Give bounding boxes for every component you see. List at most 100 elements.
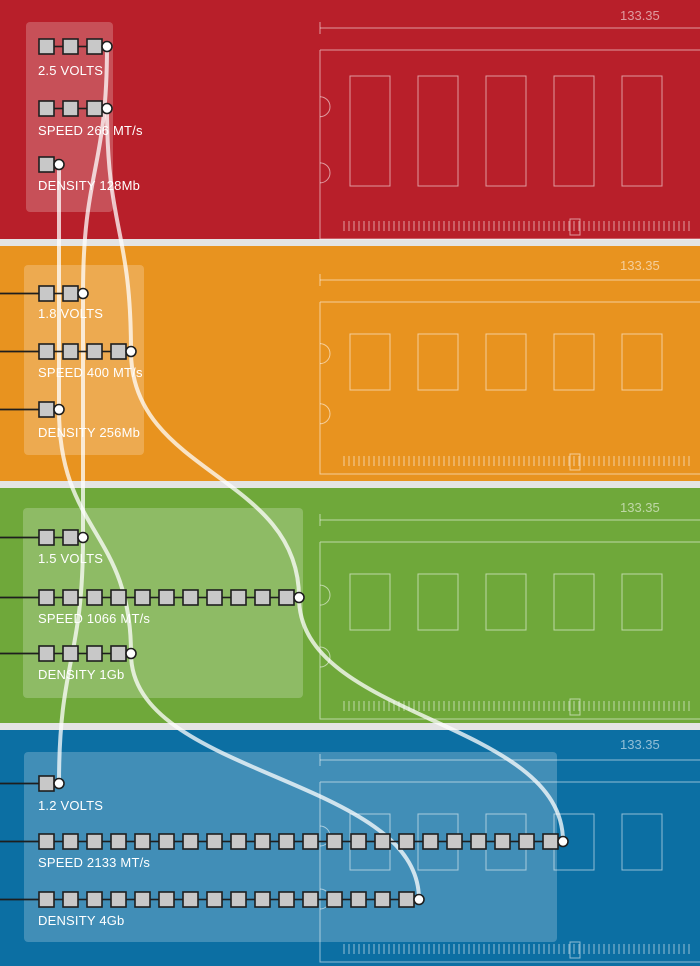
metric-square bbox=[254, 891, 271, 908]
metric-square bbox=[182, 891, 199, 908]
metric-square bbox=[278, 891, 295, 908]
metric-row-ddr1-1: SPEED 266 MT/s bbox=[38, 100, 143, 138]
panel-separator bbox=[0, 723, 700, 730]
metric-end-dot bbox=[53, 403, 65, 416]
metric-square bbox=[110, 645, 127, 662]
metric-end-dot bbox=[77, 287, 89, 300]
panel-separator bbox=[0, 481, 700, 488]
metric-square bbox=[446, 833, 463, 850]
metric-row-ddr3-2: DENSITY 1Gb bbox=[0, 645, 137, 682]
metric-end-dot bbox=[53, 777, 65, 790]
metric-square bbox=[62, 645, 79, 662]
metric-square bbox=[182, 833, 199, 850]
metric-square bbox=[518, 833, 535, 850]
metric-row-ddr1-2: DENSITY 128Mb bbox=[38, 156, 140, 193]
metric-square bbox=[158, 589, 175, 606]
metric-square bbox=[38, 775, 55, 792]
dimension-label: 133.35 bbox=[620, 737, 660, 752]
metric-label: SPEED 1066 MT/s bbox=[38, 611, 150, 626]
metric-square bbox=[254, 833, 271, 850]
metric-row-ddr4-1: SPEED 2133 MT/s bbox=[0, 833, 569, 870]
connector-curve-volts bbox=[57, 44, 109, 786]
metric-square bbox=[326, 891, 343, 908]
memory-module-drawings: 133.35 133.35 133.35 133.35 bbox=[319, 8, 700, 963]
metric-square bbox=[86, 645, 103, 662]
metric-square bbox=[38, 285, 55, 302]
metric-square bbox=[110, 589, 127, 606]
metric-row-ddr3-1: SPEED 1066 MT/s bbox=[0, 589, 305, 626]
metric-square bbox=[62, 100, 79, 117]
metric-label: SPEED 2133 MT/s bbox=[38, 855, 150, 870]
metric-end-dot bbox=[293, 591, 305, 604]
metric-square bbox=[350, 833, 367, 850]
metric-square bbox=[302, 833, 319, 850]
metric-square bbox=[38, 100, 55, 117]
metric-square bbox=[422, 833, 439, 850]
metric-square bbox=[494, 833, 511, 850]
metric-square bbox=[62, 589, 79, 606]
metric-label: DENSITY 4Gb bbox=[38, 913, 125, 928]
metric-row-ddr2-0: 1.8 VOLTS bbox=[0, 285, 103, 321]
dimension-label: 133.35 bbox=[620, 258, 660, 273]
metric-end-dot bbox=[413, 893, 425, 906]
metric-square bbox=[278, 833, 295, 850]
metric-square bbox=[86, 100, 103, 117]
metric-square bbox=[86, 891, 103, 908]
metric-square bbox=[326, 833, 343, 850]
metric-label: DENSITY 1Gb bbox=[38, 667, 125, 682]
metric-row-ddr3-0: 1.5 VOLTS bbox=[0, 529, 103, 566]
metric-square bbox=[38, 529, 55, 546]
metric-square bbox=[110, 891, 127, 908]
metric-row-ddr2-2: DENSITY 256Mb bbox=[0, 401, 140, 440]
metric-square bbox=[110, 833, 127, 850]
metric-end-dot bbox=[101, 40, 113, 53]
metric-square bbox=[350, 891, 367, 908]
metric-square bbox=[62, 38, 79, 55]
metric-square bbox=[158, 833, 175, 850]
metric-square bbox=[302, 891, 319, 908]
metric-square bbox=[38, 343, 55, 360]
metric-label: 1.2 VOLTS bbox=[38, 798, 103, 813]
metric-square bbox=[254, 589, 271, 606]
metric-square bbox=[134, 589, 151, 606]
metric-square bbox=[62, 529, 79, 546]
metric-square bbox=[62, 891, 79, 908]
metric-square bbox=[86, 343, 103, 360]
metric-square bbox=[86, 38, 103, 55]
metric-square bbox=[38, 891, 55, 908]
metric-square bbox=[38, 589, 55, 606]
metric-square bbox=[206, 891, 223, 908]
module-outline-ddr1 bbox=[319, 22, 700, 240]
metric-square bbox=[470, 833, 487, 850]
metric-label: SPEED 266 MT/s bbox=[38, 123, 143, 138]
metric-square bbox=[110, 343, 127, 360]
module-outline-ddr3 bbox=[319, 514, 700, 720]
metric-square bbox=[398, 891, 415, 908]
metric-row-ddr4-0: 1.2 VOLTS bbox=[0, 775, 103, 813]
metric-square bbox=[278, 589, 295, 606]
metric-end-dot bbox=[101, 102, 113, 115]
metric-square bbox=[542, 833, 559, 850]
metric-label: SPEED 400 MT/s bbox=[38, 365, 143, 380]
metric-end-dot bbox=[125, 345, 137, 358]
metric-square bbox=[38, 833, 55, 850]
metric-square bbox=[158, 891, 175, 908]
metric-square bbox=[86, 833, 103, 850]
metric-label: 1.8 VOLTS bbox=[38, 306, 103, 321]
metric-square bbox=[62, 285, 79, 302]
metric-square bbox=[206, 589, 223, 606]
metric-row-ddr4-2: DENSITY 4Gb bbox=[0, 891, 425, 928]
metric-end-dot bbox=[77, 531, 89, 544]
metric-rows: 2.5 VOLTS SPEED 266 MT/s DENSITY 128Mb 1.8 … bbox=[0, 38, 569, 928]
metric-square bbox=[38, 38, 55, 55]
metric-square bbox=[230, 833, 247, 850]
metric-end-dot bbox=[557, 835, 569, 848]
metric-square bbox=[182, 589, 199, 606]
metric-square bbox=[86, 589, 103, 606]
metric-square bbox=[230, 891, 247, 908]
module-outline-ddr2 bbox=[319, 274, 700, 475]
metric-square bbox=[206, 833, 223, 850]
module-outline-ddr4 bbox=[319, 754, 700, 963]
